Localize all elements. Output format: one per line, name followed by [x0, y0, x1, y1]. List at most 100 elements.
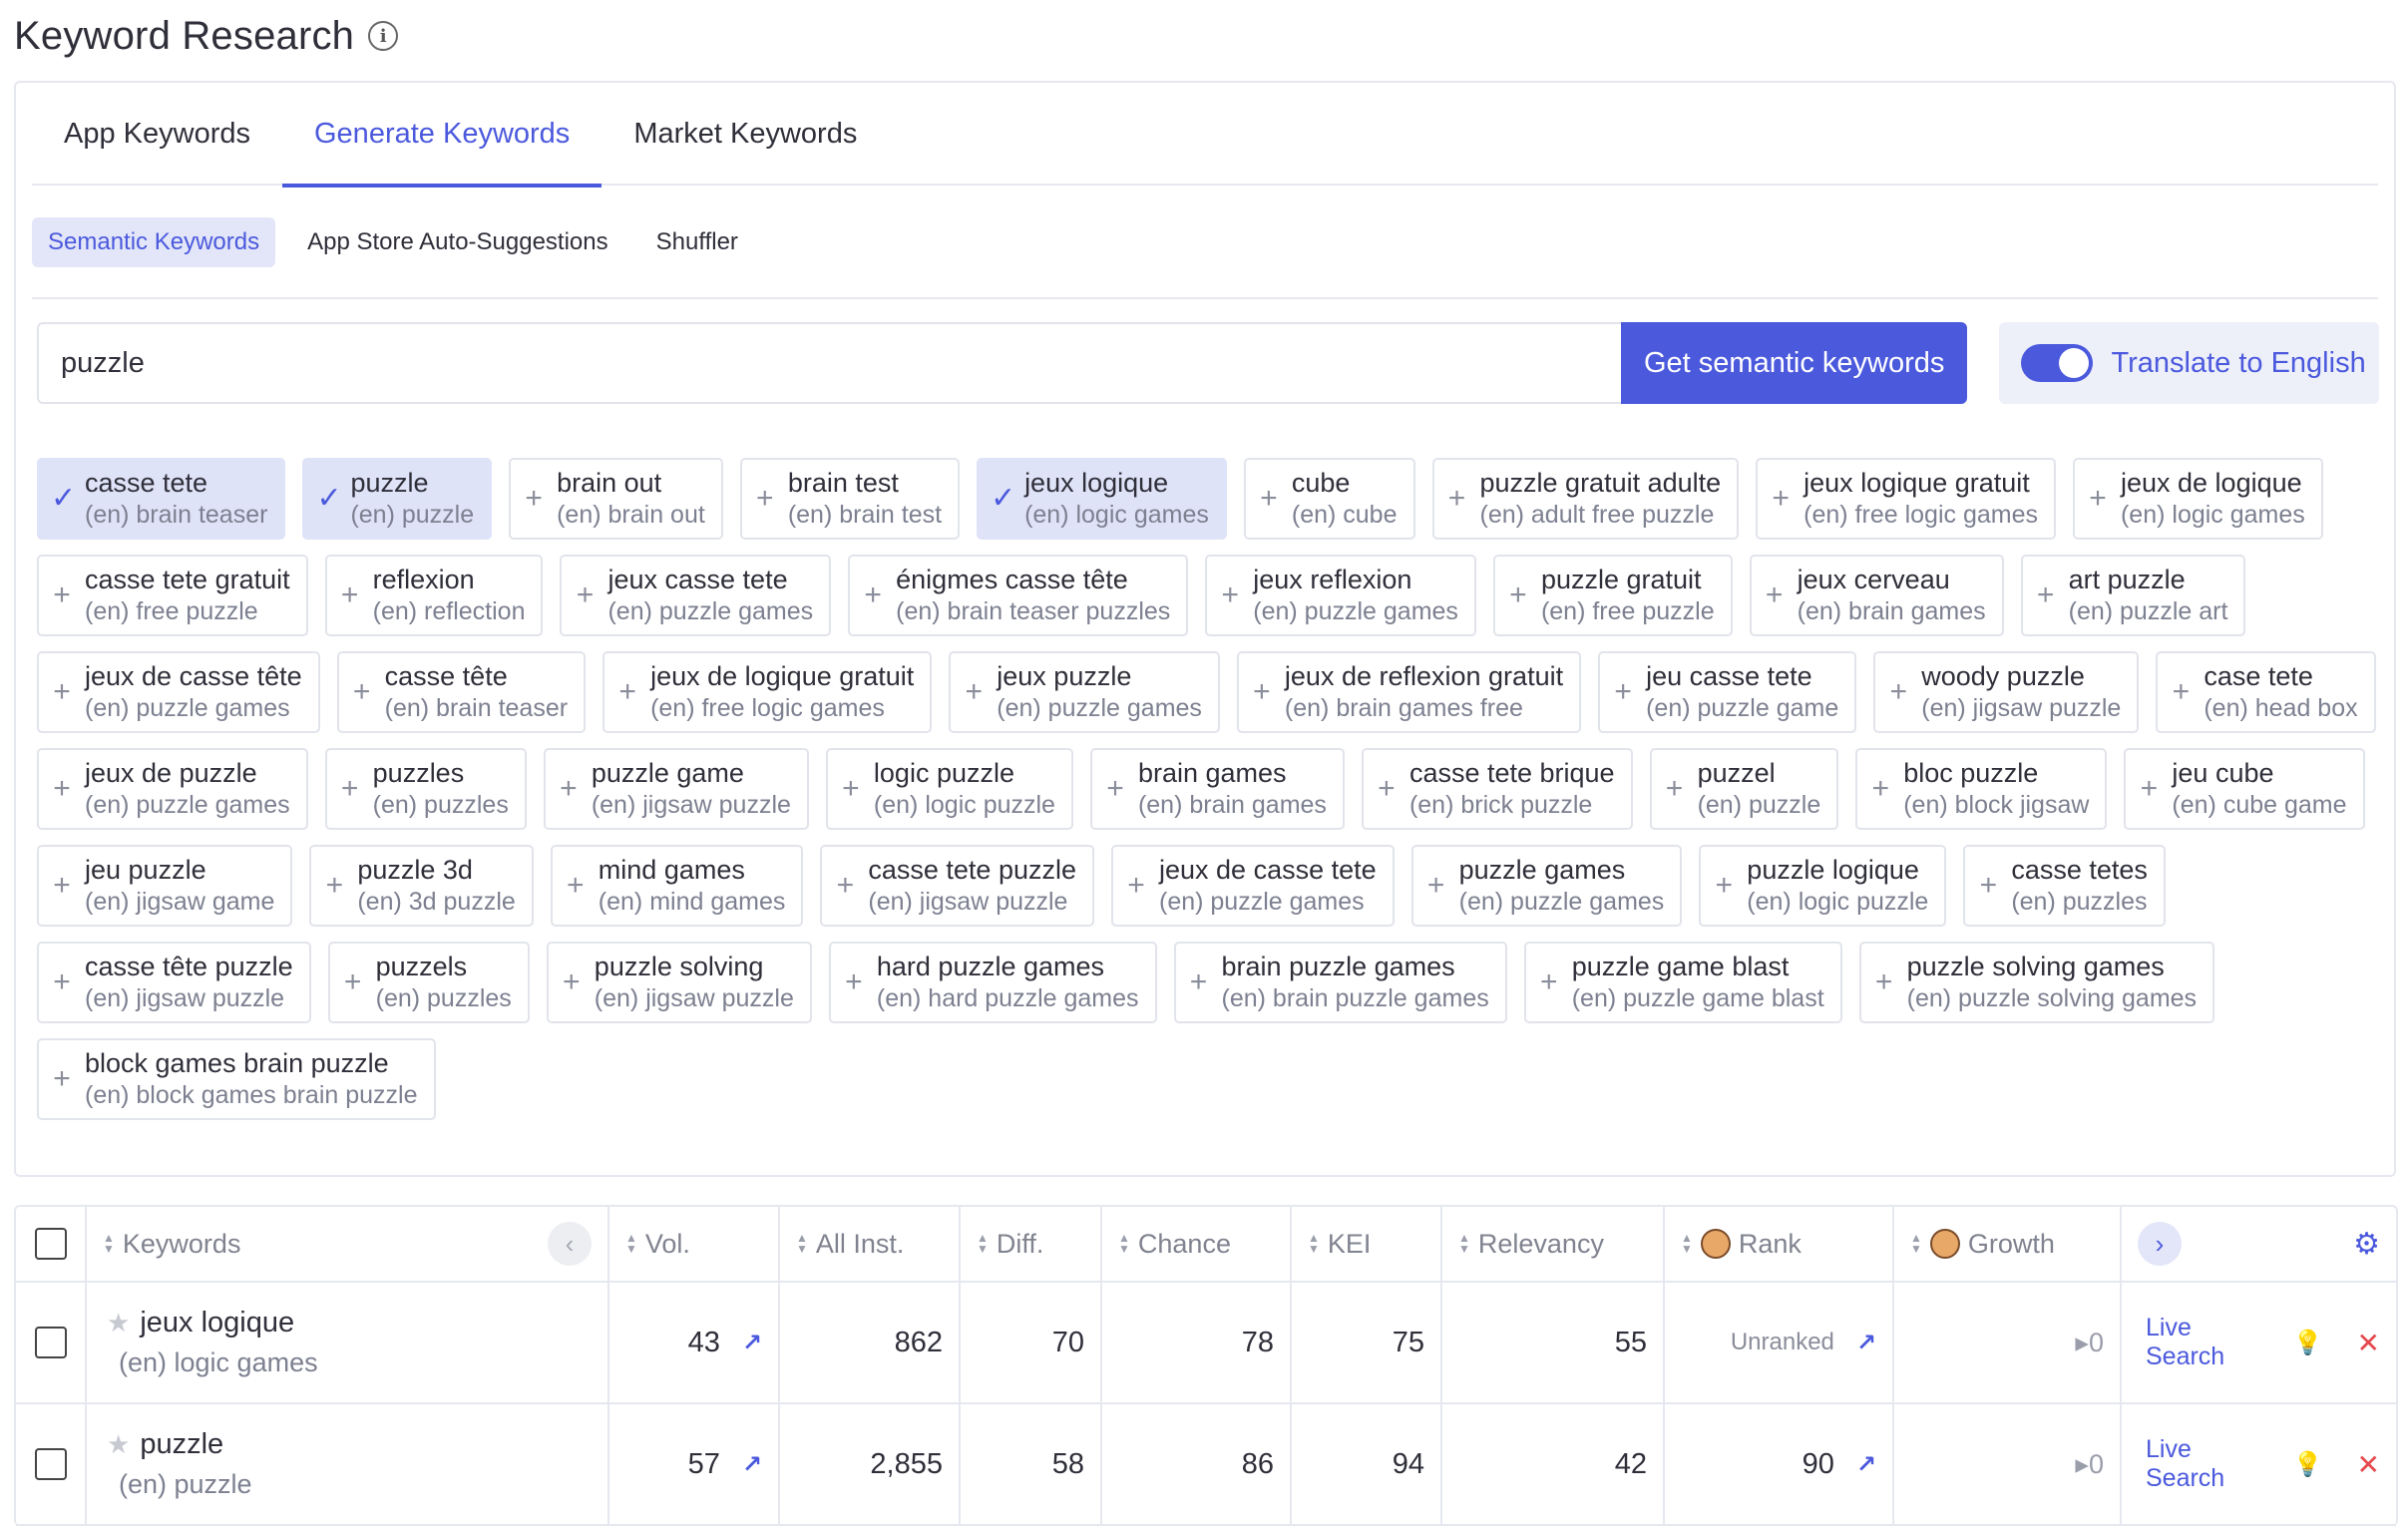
keyword-chip[interactable]: + jeux puzzle (en) puzzle games [949, 651, 1220, 733]
header-vol[interactable]: ▲ ▼ Vol. [609, 1207, 780, 1281]
keyword-chip[interactable]: + jeux de casse tête (en) puzzle games [37, 651, 320, 733]
keyword-chip[interactable]: + brain games (en) brain games [1089, 748, 1345, 830]
keyword-chip[interactable]: + puzzle logique (en) logic puzzle [1699, 845, 1947, 927]
keyword-chip[interactable]: + jeux de logique (en) logic games [2072, 458, 2323, 540]
main-tabs: App Keywords Generate Keywords Market Ke… [32, 83, 2378, 188]
keyword-chip[interactable]: + casse tête (en) brain teaser [336, 651, 587, 733]
row-checkbox[interactable] [34, 1327, 67, 1358]
keyword-chip[interactable]: + reflexion (en) reflection [324, 555, 544, 636]
keyword-chip[interactable]: + art puzzle (en) puzzle art [2020, 555, 2246, 636]
keyword-chip[interactable]: + jeu casse tete (en) puzzle game [1598, 651, 1857, 733]
keyword-chip[interactable]: + jeux reflexion (en) puzzle games [1205, 555, 1476, 636]
keyword-chip[interactable]: + jeu puzzle (en) jigsaw game [37, 845, 293, 927]
keyword-chip[interactable]: + jeux de casse tete (en) puzzle games [1111, 845, 1395, 927]
keyword-chip[interactable]: + jeux de logique gratuit (en) free logic … [602, 651, 933, 733]
bulb-icon[interactable]: 💡 [2292, 1450, 2323, 1478]
keyword-chip[interactable]: + puzzle gratuit adulte (en) adult free pu… [1431, 458, 1740, 540]
keyword-chip[interactable]: + hard puzzle games (en) hard puzzle games [828, 942, 1157, 1023]
trend-chart-icon[interactable]: ↗ [741, 1329, 762, 1356]
keyword-chip[interactable]: ✓ casse tete (en) brain teaser [37, 458, 286, 540]
keyword-chip[interactable]: + bloc puzzle (en) block jigsaw [1855, 748, 2108, 830]
header-kei[interactable]: ▲ ▼ KEI [1292, 1207, 1442, 1281]
plus-icon: + [53, 675, 71, 708]
get-semantic-keywords-button[interactable]: Get semantic keywords [1620, 322, 1968, 404]
keyword-chip[interactable]: + casse tête puzzle (en) jigsaw puzzle [37, 942, 311, 1023]
keyword-chip[interactable]: + casse tete gratuit (en) free puzzle [37, 555, 308, 636]
subtab-app-store-auto-suggestions[interactable]: App Store Auto-Suggestions [307, 228, 608, 255]
translate-toggle[interactable] [2021, 344, 2094, 382]
plus-icon: + [560, 772, 578, 805]
header-diff[interactable]: ▲ ▼ Diff. [961, 1207, 1102, 1281]
plus-icon: + [618, 675, 636, 708]
bulb-icon[interactable]: 💡 [2292, 1329, 2323, 1356]
keyword-chip[interactable]: + woody puzzle (en) jigsaw puzzle [1873, 651, 2140, 733]
gear-icon[interactable]: ⚙ [2353, 1227, 2380, 1261]
close-icon[interactable]: ✕ [2356, 1327, 2380, 1358]
keyword-chip[interactable]: + jeux de reflexion gratuit (en) brain gam… [1236, 651, 1582, 733]
keyword-chip[interactable]: + jeux logique gratuit (en) free logic gam… [1756, 458, 2056, 540]
chip-text: jeux logique gratuit (en) free logic game… [1804, 467, 2038, 531]
keyword-chip[interactable]: + puzzles (en) puzzles [324, 748, 527, 830]
translate-toggle-container[interactable]: Translate to English [1999, 322, 2379, 404]
keyword-chip[interactable]: + brain puzzle games (en) brain puzzle gam… [1173, 942, 1507, 1023]
search-input[interactable] [37, 322, 1621, 404]
keyword-chip[interactable]: + casse tete brique (en) brick puzzle [1361, 748, 1633, 830]
keyword-chip[interactable]: + case tete (en) head box [2156, 651, 2376, 733]
keyword-chip[interactable]: + puzzle solving games (en) puzzle solving… [1858, 942, 2215, 1023]
chip-translation: (en) logic puzzle [873, 791, 1055, 819]
keyword-chip[interactable]: + casse tetes (en) puzzles [1963, 845, 2166, 927]
header-keywords[interactable]: ▲ ▼ Keywords ‹ [87, 1207, 609, 1281]
tab-generate-keywords[interactable]: Generate Keywords [282, 83, 602, 188]
row-checkbox[interactable] [34, 1448, 67, 1480]
chevron-left-icon[interactable]: ‹ [548, 1222, 592, 1266]
header-relevancy[interactable]: ▲ ▼ Relevancy [1442, 1207, 1665, 1281]
trend-chart-icon[interactable]: ↗ [741, 1450, 762, 1478]
close-icon[interactable]: ✕ [2356, 1448, 2380, 1480]
select-all-checkbox[interactable] [34, 1228, 67, 1260]
keyword-chip[interactable]: + brain test (en) brain test [739, 458, 961, 540]
keyword-chip[interactable]: + cube (en) cube [1243, 458, 1415, 540]
header-rank[interactable]: ▲ ▼ Rank [1665, 1207, 1894, 1281]
subtab-shuffler[interactable]: Shuffler [655, 228, 738, 255]
header-growth[interactable]: ▲ ▼ Growth [1894, 1207, 2122, 1281]
chip-keyword: jeux logique gratuit [1804, 468, 2030, 498]
chip-keyword: puzzle logique [1747, 855, 1919, 885]
keyword-chip[interactable]: + énigmes casse tête (en) brain teaser puz… [848, 555, 1189, 636]
chip-keyword: puzzle [350, 468, 429, 498]
trend-chart-icon[interactable]: ↗ [1855, 1329, 1876, 1356]
keyword-chip[interactable]: + jeux de puzzle (en) puzzle games [37, 748, 308, 830]
star-icon[interactable]: ★ [107, 1308, 131, 1338]
header-chance[interactable]: ▲ ▼ Chance [1102, 1207, 1292, 1281]
tab-market-keywords[interactable]: Market Keywords [633, 118, 858, 150]
chip-text: cube (en) cube [1292, 467, 1398, 531]
keyword-chip[interactable]: + puzzle games (en) puzzle games [1410, 845, 1683, 927]
header-all-inst[interactable]: ▲ ▼ All Inst. [780, 1207, 961, 1281]
keyword-chip[interactable]: + puzzle game (en) jigsaw puzzle [543, 748, 809, 830]
keyword-chip[interactable]: + block games brain puzzle (en) block game… [37, 1038, 436, 1120]
keyword-chip[interactable]: + logic puzzle (en) logic puzzle [825, 748, 1073, 830]
header-relevancy-label: Relevancy [1477, 1228, 1604, 1259]
keyword-chip[interactable]: + puzzle game blast (en) puzzle game blast [1523, 942, 1842, 1023]
keyword-chip[interactable]: + casse tete puzzle (en) jigsaw puzzle [820, 845, 1094, 927]
star-icon[interactable]: ★ [107, 1429, 131, 1459]
keyword-chip[interactable]: + puzzels (en) puzzles [327, 942, 530, 1023]
live-search-link[interactable]: Live Search [2146, 1435, 2225, 1492]
subtab-semantic-keywords[interactable]: Semantic Keywords [32, 217, 276, 267]
info-icon[interactable]: i [368, 21, 399, 51]
chip-translation: (en) reflection [372, 597, 526, 625]
live-search-link[interactable]: Live Search [2146, 1314, 2225, 1370]
keyword-chip[interactable]: ✓ jeux logique (en) logic games [977, 458, 1227, 540]
keyword-chip[interactable]: + brain out (en) brain out [509, 458, 723, 540]
chevron-right-icon[interactable]: › [2138, 1222, 2182, 1266]
keyword-chip[interactable]: ✓ puzzle (en) puzzle [302, 458, 493, 540]
keyword-chip[interactable]: + puzzle solving (en) jigsaw puzzle [546, 942, 812, 1023]
keyword-chip[interactable]: + jeux cerveau (en) brain games [1749, 555, 2004, 636]
keyword-chip[interactable]: + puzzel (en) puzzle [1649, 748, 1839, 830]
keyword-chip[interactable]: + puzzle gratuit (en) free puzzle [1492, 555, 1733, 636]
tab-app-keywords[interactable]: App Keywords [64, 118, 250, 150]
trend-chart-icon[interactable]: ↗ [1855, 1450, 1876, 1478]
keyword-chip[interactable]: + jeux casse tete (en) puzzle games [560, 555, 832, 636]
keyword-chip[interactable]: + mind games (en) mind games [550, 845, 804, 927]
keyword-chip[interactable]: + puzzle 3d (en) 3d puzzle [309, 845, 534, 927]
keyword-chip[interactable]: + jeu cube (en) cube game [2124, 748, 2365, 830]
